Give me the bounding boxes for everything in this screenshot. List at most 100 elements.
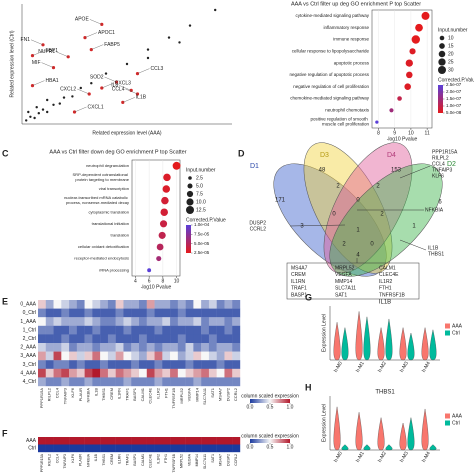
point-label: CXCL1: [88, 104, 104, 110]
heat-cell: [45, 437, 54, 445]
heat-cell: [45, 368, 54, 378]
heat-cell: [45, 377, 54, 387]
row-label: 3_AAA: [20, 353, 36, 359]
heat-cell: [216, 343, 225, 352]
venn-count: 48: [319, 168, 326, 174]
category-label: cellular oxidant detoxification: [78, 244, 129, 249]
heat-cell: [201, 351, 210, 361]
x-tick-label: h-M2: [377, 360, 388, 373]
violin: [429, 329, 437, 361]
column-label: KLF6: [70, 387, 75, 397]
heat-cell: [92, 308, 101, 318]
heat-cell: [69, 325, 78, 335]
legend-label: AAA: [452, 413, 463, 419]
gene-label: KLF6: [432, 173, 444, 179]
point: [58, 102, 61, 105]
legend-title: Input.number: [438, 27, 468, 33]
heat-cell: [92, 368, 101, 378]
x-tick-label: h-M0: [333, 360, 344, 373]
heat-cell: [92, 317, 101, 326]
heat-cell: [76, 317, 85, 326]
dot: [415, 23, 423, 32]
heat-cell: [115, 317, 124, 326]
point: [25, 119, 28, 122]
heat-cell: [76, 300, 85, 309]
heat-cell: [100, 444, 109, 453]
heat-cell: [45, 351, 54, 361]
heat-cell: [92, 300, 101, 309]
heat-cell: [107, 300, 116, 309]
venn-count: 0: [356, 198, 360, 204]
point-label: IL8: [111, 83, 118, 89]
heat-cell: [69, 334, 78, 344]
column-label: PLAUR: [79, 454, 83, 466]
point-label: HBA1: [46, 78, 59, 84]
heat-cell: [177, 351, 186, 361]
panel-label: C: [2, 148, 9, 158]
column-label: IL1RN: [118, 454, 122, 465]
legend-swatch: [445, 330, 450, 336]
column-label: TNFAIP3: [63, 454, 67, 469]
row-label: 1_Ctrl: [23, 327, 36, 333]
category-label: apoptotic process: [334, 60, 370, 65]
x-tick-label: h-M1: [355, 450, 366, 463]
heat-cell: [208, 368, 217, 378]
axis: [21, 4, 232, 125]
heat-cell: [208, 300, 217, 309]
column-label: DUSP2: [226, 454, 230, 466]
heat-cell: [76, 308, 85, 318]
chart-title: IL1B: [379, 300, 391, 306]
x-tick-label: 10: [408, 130, 414, 136]
category-label: inflammatory response: [323, 25, 369, 30]
heat-cell: [123, 308, 132, 318]
point: [146, 48, 150, 51]
column-label: SLC7A11: [203, 454, 207, 469]
column-label: DUSP2: [225, 387, 230, 401]
heat-cell: [146, 437, 155, 445]
venn-count: 3: [300, 224, 304, 230]
heat-cell: [185, 368, 194, 378]
heat-cell: [216, 368, 225, 378]
heat-cell: [131, 368, 140, 378]
heat-cell: [84, 334, 93, 344]
violin: [421, 327, 429, 361]
legend-swatch: [445, 413, 450, 419]
category-label: neutrophil degranulation: [86, 163, 129, 168]
category-label: viral transcription: [99, 186, 129, 191]
heat-cell: [154, 351, 163, 361]
point: [214, 8, 217, 12]
heat-cell: [224, 317, 233, 326]
heat-cell: [232, 377, 241, 387]
leader-line: [137, 68, 150, 74]
category-label: cytokine-mediated signaling pathway: [295, 13, 369, 18]
point: [71, 95, 74, 98]
heat-cell: [53, 360, 62, 369]
point-label: FN1: [21, 37, 31, 43]
gene-label: BASP1: [291, 293, 307, 299]
heat-cell: [232, 368, 241, 378]
column-label: FTH1: [164, 454, 168, 463]
legend-label: 10.0: [196, 199, 206, 205]
heat-cell: [45, 360, 54, 369]
heat-cell: [38, 334, 46, 344]
heat-cell: [45, 317, 54, 326]
panel-label: E: [2, 296, 8, 306]
heat-cell: [162, 334, 171, 344]
heat-cell: [115, 343, 124, 352]
heat-cell: [216, 444, 225, 453]
point-label: CXCL3: [115, 80, 131, 86]
column-label: CCRL2: [234, 454, 238, 466]
color-bar: [250, 399, 290, 403]
panel-label: H: [305, 382, 312, 392]
heat-cell: [53, 368, 62, 378]
legend-size: [438, 66, 446, 74]
column-label: CCL4: [55, 454, 59, 463]
column-label: MS4A7: [219, 454, 223, 466]
heat-cell: [170, 351, 179, 361]
heat-cell: [170, 325, 179, 335]
heat-cell: [123, 377, 132, 387]
heat-cell: [170, 377, 179, 387]
heat-cell: [224, 351, 233, 361]
gene-label: IL1R2: [379, 279, 393, 285]
column-label: THBS1: [101, 387, 106, 401]
